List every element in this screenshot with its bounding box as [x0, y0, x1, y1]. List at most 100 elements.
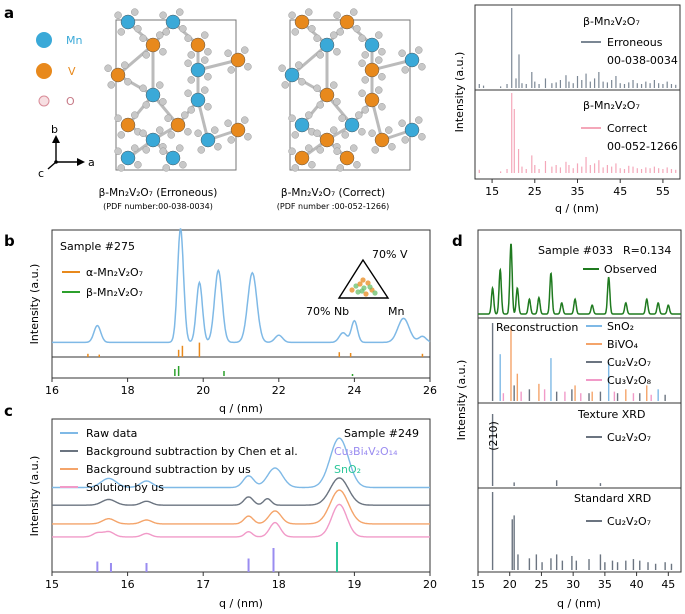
ternary-top-label: 70% V — [372, 248, 408, 261]
oxygen-atom — [187, 106, 195, 114]
c-tick-label: 15 — [45, 578, 59, 591]
oxygen-atom — [358, 59, 366, 67]
oxygen-atom — [313, 84, 321, 92]
v-atom — [230, 52, 246, 68]
ternary-point — [349, 287, 355, 293]
oxygen-atom — [156, 31, 164, 39]
oxygen-atom — [224, 49, 232, 57]
oxygen-atom — [358, 34, 366, 42]
axis-b-label: b — [51, 123, 58, 136]
c-curve — [52, 489, 430, 525]
oxygen-atom — [316, 146, 324, 154]
mn-atom — [200, 132, 216, 148]
c-sample-label: Sample #249 — [344, 427, 419, 440]
atom-legend: Mn V O — [36, 32, 82, 108]
oxygen-atom — [291, 164, 299, 172]
c-tick-label: 18 — [272, 578, 286, 591]
oxygen-atom — [114, 147, 122, 155]
mn-legend-label: Mn — [66, 34, 82, 47]
oxygen-atom — [378, 73, 386, 81]
oxygen-atom — [375, 86, 383, 94]
d-tick-label: 40 — [630, 578, 644, 591]
a-tick-label: 15 — [485, 185, 499, 198]
d-tick-label: 45 — [661, 578, 675, 591]
mn-atom — [190, 92, 206, 108]
oxygen-atom — [305, 8, 313, 16]
v-atom — [364, 92, 380, 108]
d-tick-label: 25 — [534, 578, 548, 591]
ternary-point — [353, 283, 359, 289]
d-plot-frame — [477, 229, 682, 573]
c-phase2-label: SnO₂ — [334, 463, 361, 476]
ternary-inset: 70% V 70% Nb Mn — [306, 248, 408, 318]
oxygen-atom — [361, 76, 369, 84]
oxygen-atom — [361, 51, 369, 59]
a-top-title: β-Mn₂V₂O₇ — [583, 15, 640, 28]
mn-atom — [165, 14, 181, 30]
d-observed-curve — [478, 243, 681, 315]
oxygen-atom — [184, 34, 192, 42]
oxygen-atom — [313, 129, 321, 137]
ternary-point — [367, 284, 373, 290]
d-plot: Sample #033 R=0.134 Observed Reconstruct… — [455, 229, 682, 610]
b-plot-ticks: 16 18 20 22 24 26 — [45, 378, 437, 397]
c-plot: Raw data Background subtraction by Chen … — [28, 418, 437, 610]
ternary-point — [359, 288, 365, 294]
oxygen-atom — [341, 131, 349, 139]
oxygen-atom — [201, 31, 209, 39]
c-xlabel: q / (nm) — [219, 597, 263, 610]
a-bottom-title: β-Mn₂V₂O₇ — [583, 99, 640, 112]
d-standard-label: Standard XRD — [574, 492, 651, 505]
oxygen-atom — [134, 25, 142, 33]
a-ylabel: Intensity (a.u.) — [453, 52, 466, 133]
oxygen-atom — [117, 28, 125, 36]
d-plot-ticks: 15 20 25 30 35 40 45 — [471, 572, 675, 591]
axes-indicator: b a c — [38, 123, 95, 180]
oxygen-atom — [385, 126, 393, 134]
oxygen-atom — [353, 161, 361, 169]
c-legend-raw: Raw data — [86, 427, 137, 440]
mn-atom — [284, 67, 300, 83]
oxygen-atom — [288, 147, 296, 155]
bond — [117, 43, 154, 77]
oxygen-atom — [358, 128, 366, 136]
oxygen-atom — [159, 98, 167, 106]
oxygen-atom — [415, 116, 423, 124]
ternary-point — [355, 289, 361, 295]
c-plot-content — [52, 437, 430, 572]
oxygen-atom — [368, 129, 376, 137]
c-plot-frame — [51, 418, 431, 573]
d-ylabel: Intensity (a.u.) — [455, 360, 468, 441]
c-plot-ticks: 15 16 17 18 19 20 — [45, 572, 437, 591]
v-atom — [339, 150, 355, 166]
c-curve — [52, 477, 430, 506]
oxygen-atom — [176, 8, 184, 16]
oxygen-atom — [333, 11, 341, 19]
oxygen-atom — [142, 101, 150, 109]
oxygen-atom — [401, 136, 409, 144]
oxygen-atom — [401, 66, 409, 74]
o-atom-icon — [38, 95, 50, 107]
oxygen-atom — [104, 64, 112, 72]
o-legend-label: O — [66, 95, 75, 108]
v-atom — [374, 132, 390, 148]
v-atom — [294, 14, 310, 30]
v-atom — [339, 14, 355, 30]
v-atom — [170, 117, 186, 133]
oxygen-atom — [117, 131, 125, 139]
oxygen-atom — [184, 128, 192, 136]
oxygen-atom — [295, 61, 303, 69]
d-reconstruction-label: Reconstruction — [496, 321, 578, 334]
b-tick-label: 18 — [121, 384, 135, 397]
oxygen-atom — [204, 73, 212, 81]
oxygen-atom — [316, 51, 324, 59]
mn-atom — [404, 52, 420, 68]
c-tick-label: 19 — [347, 578, 361, 591]
a-reference-plot: β-Mn₂V₂O₇ Erroneous 00-038-0034 β-Mn₂V₂O… — [453, 4, 681, 215]
oxygen-atom — [418, 133, 426, 141]
a-top-label1: Erroneous — [607, 36, 663, 49]
oxygen-atom — [291, 28, 299, 36]
oxygen-atom — [142, 51, 150, 59]
oxygen-atom — [388, 143, 396, 151]
